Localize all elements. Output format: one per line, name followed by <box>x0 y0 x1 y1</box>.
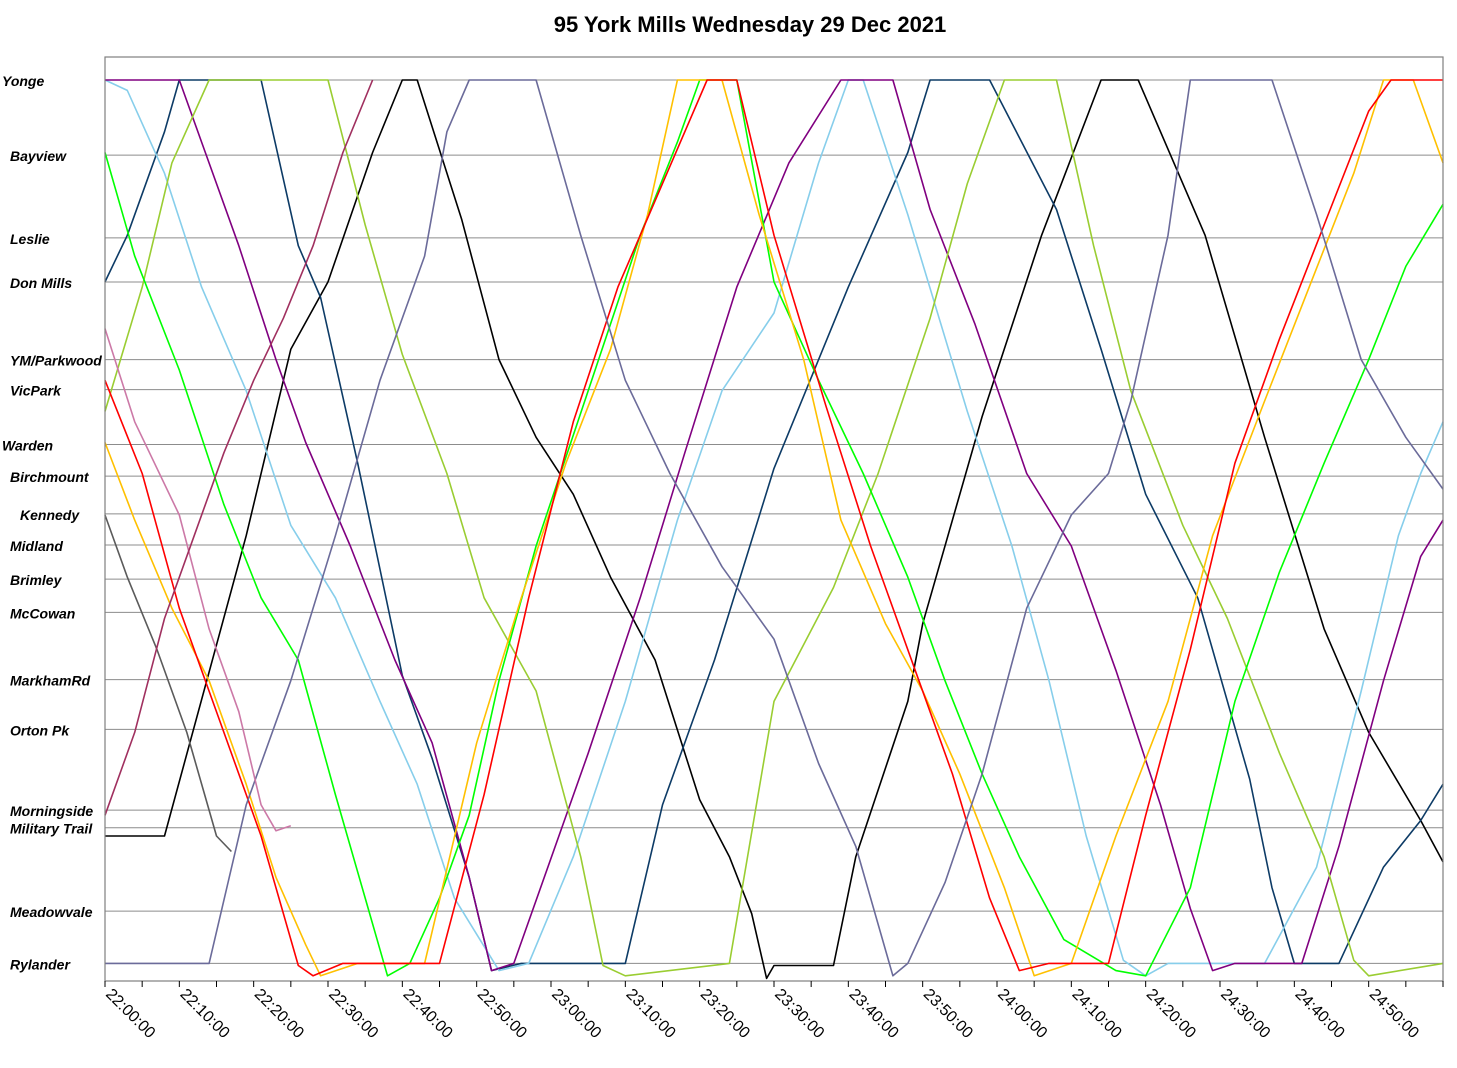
x-tick-label: 24:10:00 <box>1069 986 1125 1042</box>
x-tick-label: 22:40:00 <box>400 986 456 1042</box>
x-tick-label: 22:20:00 <box>251 986 307 1042</box>
plot-area-frame <box>104 56 1444 982</box>
stop-label: Bayview <box>10 148 67 164</box>
chart-title: 95 York Mills Wednesday 29 Dec 2021 <box>554 12 947 37</box>
stop-label: Warden <box>2 438 53 454</box>
stop-label: Leslie <box>10 231 50 247</box>
x-tick-label: 23:00:00 <box>548 986 604 1042</box>
vehicle-trace <box>104 79 1444 977</box>
vehicle-traces <box>104 79 1444 980</box>
stop-label: Orton Pk <box>10 722 70 738</box>
vehicle-trace <box>105 79 1444 980</box>
x-tick-label: 22:30:00 <box>325 986 381 1042</box>
x-tick-label: 23:20:00 <box>697 986 753 1042</box>
stop-label: MarkhamRd <box>10 673 91 689</box>
x-tick-label: 24:30:00 <box>1217 986 1273 1042</box>
x-axis-ticks: 22:00:00 22:10:00 22:20:00 22:30:00 22:40:00… <box>102 981 1444 1042</box>
x-tick-label: 23:50:00 <box>920 986 976 1042</box>
stop-label: Yonge <box>2 73 44 89</box>
stop-label: Birchmount <box>10 469 90 485</box>
x-tick-label: 23:30:00 <box>771 986 827 1042</box>
vehicle-trace <box>104 79 1444 977</box>
vehicle-trace <box>104 79 374 816</box>
stop-label: Kennedy <box>20 507 80 523</box>
vehicle-trace <box>104 79 1444 977</box>
vehicle-trace <box>104 328 292 832</box>
vehicle-trace <box>105 79 1444 972</box>
x-tick-label: 23:40:00 <box>846 986 902 1042</box>
stop-label: YM/Parkwood <box>10 353 102 369</box>
x-tick-label: 24:40:00 <box>1292 986 1348 1042</box>
stop-label: Military Trail <box>10 821 93 837</box>
vehicle-trace <box>105 79 1444 977</box>
x-tick-label: 22:50:00 <box>474 986 530 1042</box>
stop-label: Midland <box>10 538 63 554</box>
x-tick-label: 23:10:00 <box>623 986 679 1042</box>
x-tick-label: 24:20:00 <box>1143 986 1199 1042</box>
stop-label: Rylander <box>10 956 71 972</box>
x-tick-label: 24:00:00 <box>994 986 1050 1042</box>
x-tick-label: 22:00:00 <box>102 986 158 1042</box>
stop-label: Don Mills <box>10 275 72 291</box>
vehicle-trace <box>104 79 1444 977</box>
vehicle-trace <box>104 79 1444 972</box>
stop-label: Morningside <box>10 803 93 819</box>
stop-label: VicPark <box>10 383 62 399</box>
stop-label: McCowan <box>10 605 75 621</box>
x-tick-label: 24:50:00 <box>1366 986 1422 1042</box>
x-tick-label: 22:10:00 <box>177 986 233 1042</box>
stop-label: Meadowvale <box>10 904 93 920</box>
vehicle-trace <box>104 79 1443 977</box>
stop-labels: Yonge Bayview Leslie Don Mills YM/Parkwood Vi… <box>2 73 102 972</box>
vehicle-trace <box>104 514 232 853</box>
stop-label: Brimley <box>10 572 63 588</box>
gridlines <box>105 79 1443 964</box>
